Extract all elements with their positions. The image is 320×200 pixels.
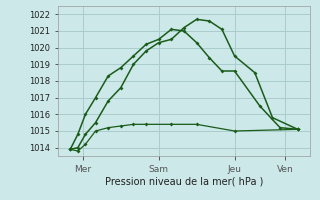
- X-axis label: Pression niveau de la mer( hPa ): Pression niveau de la mer( hPa ): [105, 177, 263, 187]
